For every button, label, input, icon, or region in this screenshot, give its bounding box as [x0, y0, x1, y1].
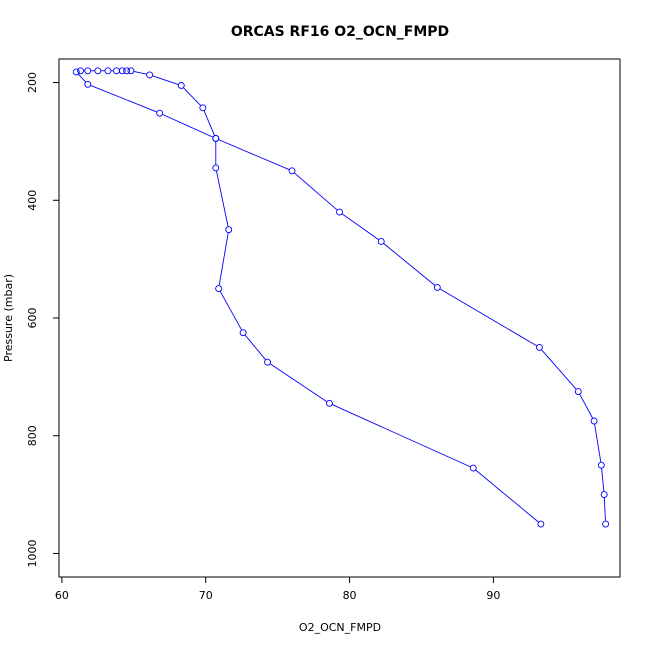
data-point	[123, 67, 131, 75]
data-point	[94, 67, 102, 75]
y-axis: 200 400 600 800 1000	[26, 72, 60, 567]
series-segment	[439, 288, 538, 347]
data-point	[84, 67, 92, 75]
series-segment	[594, 423, 602, 463]
series-segment	[603, 497, 606, 522]
series-segment	[90, 85, 158, 113]
data-point	[146, 71, 154, 79]
series-segment	[77, 73, 87, 83]
series-segment	[215, 170, 229, 227]
data-point	[225, 226, 233, 234]
y-tick-label: 200	[26, 72, 39, 93]
series-segment	[331, 404, 471, 468]
data-point	[590, 417, 598, 425]
data-point	[212, 135, 220, 142]
data-point	[104, 67, 112, 75]
plot-frame	[58, 58, 621, 578]
data-point	[433, 283, 441, 291]
series-segment	[244, 334, 267, 361]
data-point	[239, 329, 247, 337]
data-point	[199, 104, 207, 112]
series-segment	[219, 290, 243, 331]
data-point	[597, 461, 605, 469]
y-axis-label: Pressure (mbar)	[2, 274, 15, 362]
chart-title: ORCAS RF16 O2_OCN_FMPD	[231, 24, 449, 40]
data-point	[177, 82, 185, 89]
x-tick-label: 60	[55, 589, 69, 602]
x-axis-label: O2_OCN_FMPD	[299, 621, 381, 634]
data-point	[215, 285, 223, 293]
data-point	[127, 67, 135, 75]
data-point	[72, 68, 80, 76]
series-segment	[203, 110, 216, 136]
data-point	[336, 208, 343, 216]
data-point	[574, 388, 582, 396]
y-tick-label: 1000	[26, 539, 39, 567]
data-point	[118, 67, 126, 75]
series-segment	[218, 232, 229, 286]
series-segment	[341, 213, 380, 241]
series-segment	[383, 243, 436, 286]
data-point	[535, 343, 543, 351]
data-point	[212, 164, 220, 172]
data-point	[469, 464, 477, 472]
y-tick-label: 400	[26, 190, 39, 211]
y-tick-label: 800	[26, 425, 39, 446]
series-segment	[475, 469, 539, 523]
data-point	[288, 167, 296, 175]
data-point	[600, 491, 608, 499]
series-segment	[152, 75, 179, 85]
data-point	[377, 238, 385, 245]
series-segment	[183, 87, 202, 107]
data-point	[84, 80, 92, 88]
data-point	[602, 520, 610, 528]
series-segment	[541, 349, 577, 390]
x-tick-label: 90	[486, 589, 500, 602]
x-tick-label: 70	[199, 589, 213, 602]
data-point	[325, 399, 333, 407]
series-segment	[269, 363, 328, 403]
series-segment	[601, 468, 605, 492]
x-axis: 60 70 80 90	[55, 576, 500, 602]
y-tick-label: 600	[26, 308, 39, 329]
series-segment	[162, 113, 214, 138]
series-segment	[218, 139, 290, 171]
data-point	[264, 358, 272, 366]
data-point	[156, 109, 164, 117]
data-point	[113, 67, 120, 75]
series-segment	[133, 70, 147, 75]
data-point	[77, 67, 85, 75]
series-layer	[72, 67, 610, 528]
x-tick-label: 80	[343, 589, 357, 602]
data-point	[537, 520, 545, 528]
series-segment	[579, 394, 594, 419]
series-segment	[294, 172, 338, 211]
